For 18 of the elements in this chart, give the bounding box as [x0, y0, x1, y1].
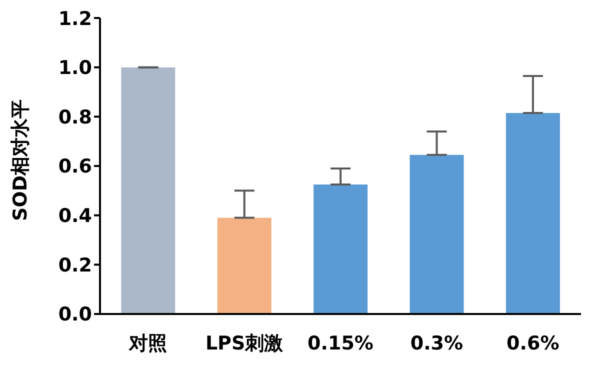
y-tick-label: 1.2 — [58, 8, 92, 30]
x-tick-label: 0.3% — [410, 332, 464, 354]
y-tick-label: 0.6 — [58, 156, 92, 178]
x-tick-label: 0.15% — [308, 332, 374, 354]
y-tick-label: 0.8 — [58, 106, 92, 128]
bar — [121, 67, 176, 314]
y-tick-label: 0.2 — [58, 254, 92, 276]
y-tick-label: 0.4 — [58, 205, 92, 228]
bar — [506, 112, 560, 314]
y-tick-label: 0.0 — [58, 304, 92, 326]
y-axis-title: SOD相对水平 — [10, 99, 32, 221]
bar — [217, 218, 272, 314]
x-tick-label: 0.6% — [506, 332, 560, 354]
x-tick-label: LPS刺激 — [205, 332, 284, 354]
x-tick-label: 对照 — [128, 332, 168, 354]
y-tick-label: 1.0 — [58, 57, 92, 80]
bar — [410, 154, 464, 314]
bar — [314, 184, 368, 314]
